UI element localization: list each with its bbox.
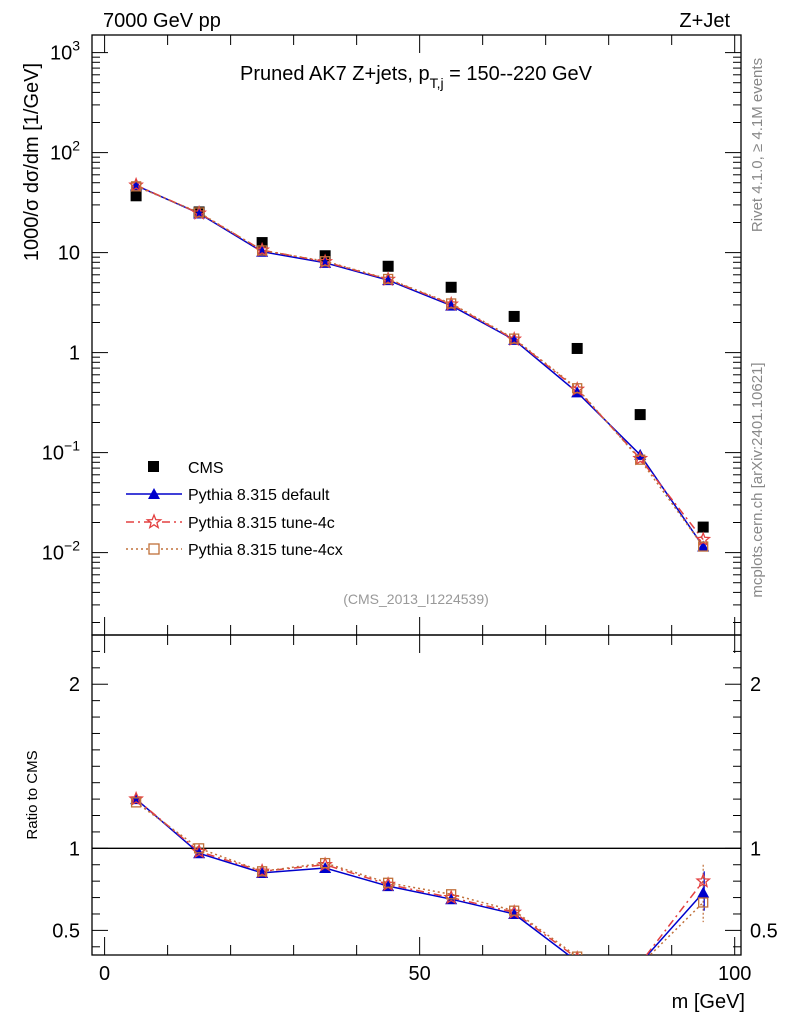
- ratio-y-tick-label-left: 0.5: [52, 920, 80, 942]
- ratio-point: [695, 872, 712, 888]
- x-tick-label: 0: [99, 963, 110, 985]
- main-point: [508, 310, 520, 322]
- main-y-tick-base: 10: [42, 543, 64, 565]
- energy-label: 7000 GeV pp: [103, 10, 221, 32]
- main-y-tick-exponent: −1: [64, 438, 80, 454]
- main-x-ticks: [104, 35, 736, 635]
- legend-marker-default: [148, 488, 160, 499]
- main-point: [509, 333, 520, 344]
- x-tick-label: 50: [409, 963, 431, 985]
- ratio-point: [256, 866, 268, 877]
- main-y-tick-base: 10: [42, 443, 64, 465]
- main-y-tick-base: 10: [58, 243, 80, 265]
- main-point: [697, 521, 709, 533]
- ratio-series-markers: [128, 790, 712, 969]
- ratio-point: [319, 857, 331, 869]
- legend-marker-cms: [148, 461, 159, 472]
- main-point: [634, 409, 646, 421]
- ratio-point: [698, 897, 709, 908]
- ratio-y-axis-label: Ratio to CMS: [24, 750, 41, 839]
- main-point: [697, 540, 710, 552]
- x-axis-label: m [GeV]: [672, 991, 745, 1013]
- ratio-y-tick-label-right: 1: [750, 838, 761, 860]
- main-point: [193, 207, 205, 218]
- ratio-y-ticks: 0.5 0.5 1 1 2 2: [52, 650, 778, 948]
- main-series-line: [135, 184, 704, 547]
- main-y-tick-exponent: 3: [72, 38, 80, 54]
- ratio-point: [128, 790, 144, 806]
- ratio-point: [636, 960, 645, 969]
- legend: CMS Pythia 8.315 default Pythia 8.315 tu…: [126, 460, 343, 559]
- ratio-y-tick-label-left: 1: [69, 838, 80, 860]
- main-y-tick-exponent: 2: [72, 138, 80, 154]
- ratio-series-line: [135, 798, 704, 955]
- ratio-y-tick-label-left: 2: [69, 674, 80, 696]
- main-point: [445, 281, 457, 293]
- ratio-series-lines: [135, 798, 704, 955]
- main-y-tick-base: 10: [50, 43, 72, 65]
- main-point: [446, 298, 457, 309]
- main-y-tick-label: 10: [58, 243, 80, 265]
- ratio-point: [382, 877, 394, 888]
- ratio-point: [571, 956, 583, 967]
- main-series-lines: [135, 184, 704, 547]
- main-title: Pruned AK7 Z+jets, pT,j = 150--220 GeV: [240, 63, 593, 91]
- main-point: [382, 260, 394, 272]
- rivet-label: Rivet 4.1.0, ≥ 4.1M events: [749, 58, 766, 232]
- ratio-point: [640, 954, 641, 955]
- main-point: [130, 181, 142, 192]
- legend-marker-tune4c: [145, 513, 163, 529]
- main-title-sub: T,j: [430, 75, 444, 91]
- ratio-point: [130, 797, 142, 808]
- main-point: [571, 342, 583, 354]
- ratio-series-line: [135, 798, 704, 955]
- ratio-point: [697, 886, 710, 898]
- ratio-point: [572, 951, 583, 955]
- ratio-plot-frame: [91, 634, 742, 956]
- legend-label-default: Pythia 8.315 default: [188, 487, 330, 504]
- legend-label-tune4cx: Pythia 8.315 tune-4cx: [188, 542, 343, 559]
- mcplots-label: mcplots.cern.ch [arXiv:2401.10621]: [749, 362, 766, 597]
- main-point: [382, 273, 394, 285]
- main-point: [572, 383, 583, 394]
- main-point: [256, 245, 268, 256]
- main-point: [698, 541, 709, 552]
- ratio-series-line: [135, 801, 704, 955]
- main-title-text: Pruned AK7 Z+jets, p: [240, 63, 430, 85]
- legend-label-tune4c: Pythia 8.315 tune-4c: [188, 515, 335, 532]
- main-y-tick-label: 10−1: [42, 438, 80, 465]
- ratio-point: [446, 889, 457, 900]
- main-y-tick-base: 1: [69, 343, 80, 365]
- x-tick-label: 100: [718, 963, 751, 985]
- ratio-y-tick-label-right: 0.5: [750, 920, 778, 942]
- legend-marker-tune4cx: [148, 543, 160, 555]
- ratio-point: [193, 843, 205, 854]
- main-series-line: [135, 185, 704, 547]
- main-point: [130, 190, 142, 202]
- main-y-tick-label: 10−2: [42, 538, 80, 565]
- main-title-tail: = 150--220 GeV: [444, 63, 593, 85]
- ratio-x-ticks: 0 50 100: [99, 635, 751, 985]
- legend-label-cms: CMS: [188, 460, 224, 477]
- main-y-tick-label: 102: [50, 138, 80, 165]
- ratio-point: [634, 957, 646, 968]
- ratio-y-tick-label-right: 2: [750, 674, 761, 696]
- main-point: [319, 256, 331, 267]
- analysis-id: (CMS_2013_I1224539): [343, 591, 489, 607]
- main-y-tick-base: 10: [50, 143, 72, 165]
- main-point: [635, 454, 646, 465]
- process-label: Z+Jet: [679, 10, 730, 32]
- main-y-tick-label: 103: [50, 38, 80, 65]
- ratio-point: [509, 905, 520, 916]
- main-y-axis-label: 1000/σ dσ/dm [1/GeV]: [21, 63, 43, 261]
- main-y-tick-exponent: −2: [64, 538, 80, 554]
- main-y-tick-label: 1: [69, 343, 80, 365]
- main-series-markers: [128, 176, 712, 552]
